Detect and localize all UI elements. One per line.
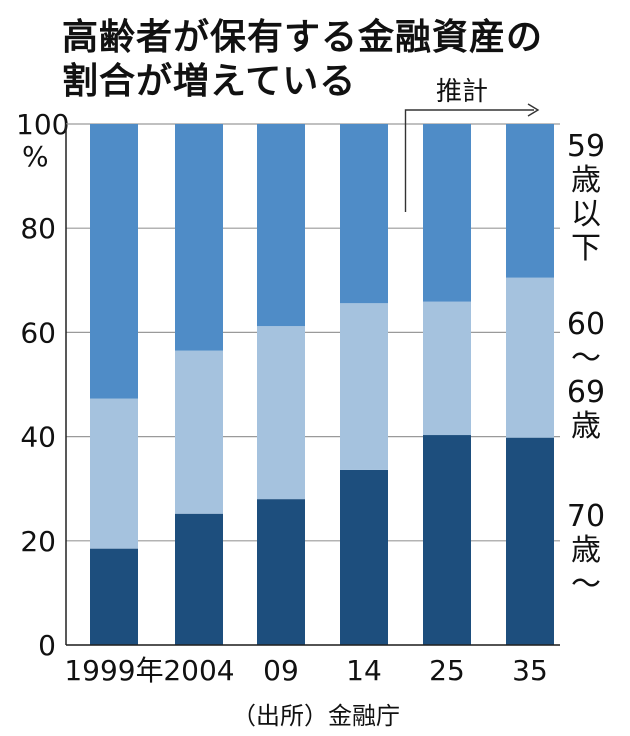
- legend-label-1: 60 〜 69 歳: [566, 308, 606, 444]
- x-tick-label-2: 09: [263, 654, 299, 687]
- legend-label-1-line-2: 69: [566, 375, 606, 410]
- bar-5-segment-2: [506, 124, 554, 278]
- bar-5-segment-1: [506, 277, 554, 438]
- legend-label-2: 70 歳〜: [566, 500, 606, 602]
- source-note: （出所）金融庁: [232, 702, 400, 730]
- y-tick-label-40: 40: [20, 421, 56, 454]
- bar-1-segment-0: [175, 513, 223, 645]
- legend-label-1-line-1: 〜: [571, 341, 601, 376]
- bar-4-segment-1: [423, 301, 471, 436]
- legend-label-0-line-0: 59: [566, 129, 606, 164]
- bar-5-segment-0: [506, 437, 554, 645]
- bar-4-segment-0: [423, 435, 471, 645]
- legend-label-2-line-0: 70: [566, 499, 606, 534]
- x-tick-label-1: 2004: [163, 654, 234, 687]
- x-tick-label-3: 14: [346, 654, 382, 687]
- y-tick-label-80: 80: [20, 212, 56, 245]
- legend-label-1-line-3: 歳: [571, 409, 601, 444]
- estimate-label: 推計: [436, 77, 488, 107]
- chart-title-line1: 高齢者が保有する金融資産の: [62, 17, 544, 58]
- bar-3-segment-0: [340, 469, 388, 645]
- y-tick-label-20: 20: [20, 525, 56, 558]
- legend-label-0: 59 歳以下: [566, 130, 606, 266]
- bar-4-segment-2: [423, 124, 471, 302]
- bar-2-segment-2: [257, 124, 305, 327]
- legend-label-1-line-0: 60: [566, 307, 606, 342]
- bar-2-segment-0: [257, 499, 305, 645]
- bar-3-segment-1: [340, 303, 388, 470]
- legend-label-0-line-3: 下: [571, 231, 601, 266]
- y-tick-label-60: 60: [20, 316, 56, 349]
- bar-0-segment-2: [90, 124, 138, 399]
- chart-title-line2: 割合が増えている: [62, 61, 357, 102]
- estimate-arrowhead: [527, 103, 540, 117]
- x-tick-label-5: 35: [512, 654, 548, 687]
- y-unit-percent: %: [22, 140, 49, 173]
- bar-1-segment-2: [175, 124, 223, 351]
- x-tick-label-4: 25: [429, 654, 465, 687]
- y-tick-label-0: 0: [38, 629, 56, 662]
- y-unit-value: 100: [16, 108, 70, 141]
- estimate-bracket: [404, 109, 534, 212]
- bar-3-segment-2: [340, 124, 388, 304]
- bar-0-segment-0: [90, 548, 138, 645]
- bar-0-segment-1: [90, 398, 138, 549]
- bar-2-segment-1: [257, 326, 305, 500]
- legend-label-0-line-1: 歳: [571, 163, 601, 198]
- bar-1-segment-1: [175, 350, 223, 514]
- x-tick-label-0: 1999年: [64, 654, 163, 687]
- legend-label-2-line-1: 歳: [571, 533, 601, 568]
- legend-label-0-line-2: 以: [571, 197, 601, 232]
- legend-label-2-line-2: 〜: [571, 567, 601, 602]
